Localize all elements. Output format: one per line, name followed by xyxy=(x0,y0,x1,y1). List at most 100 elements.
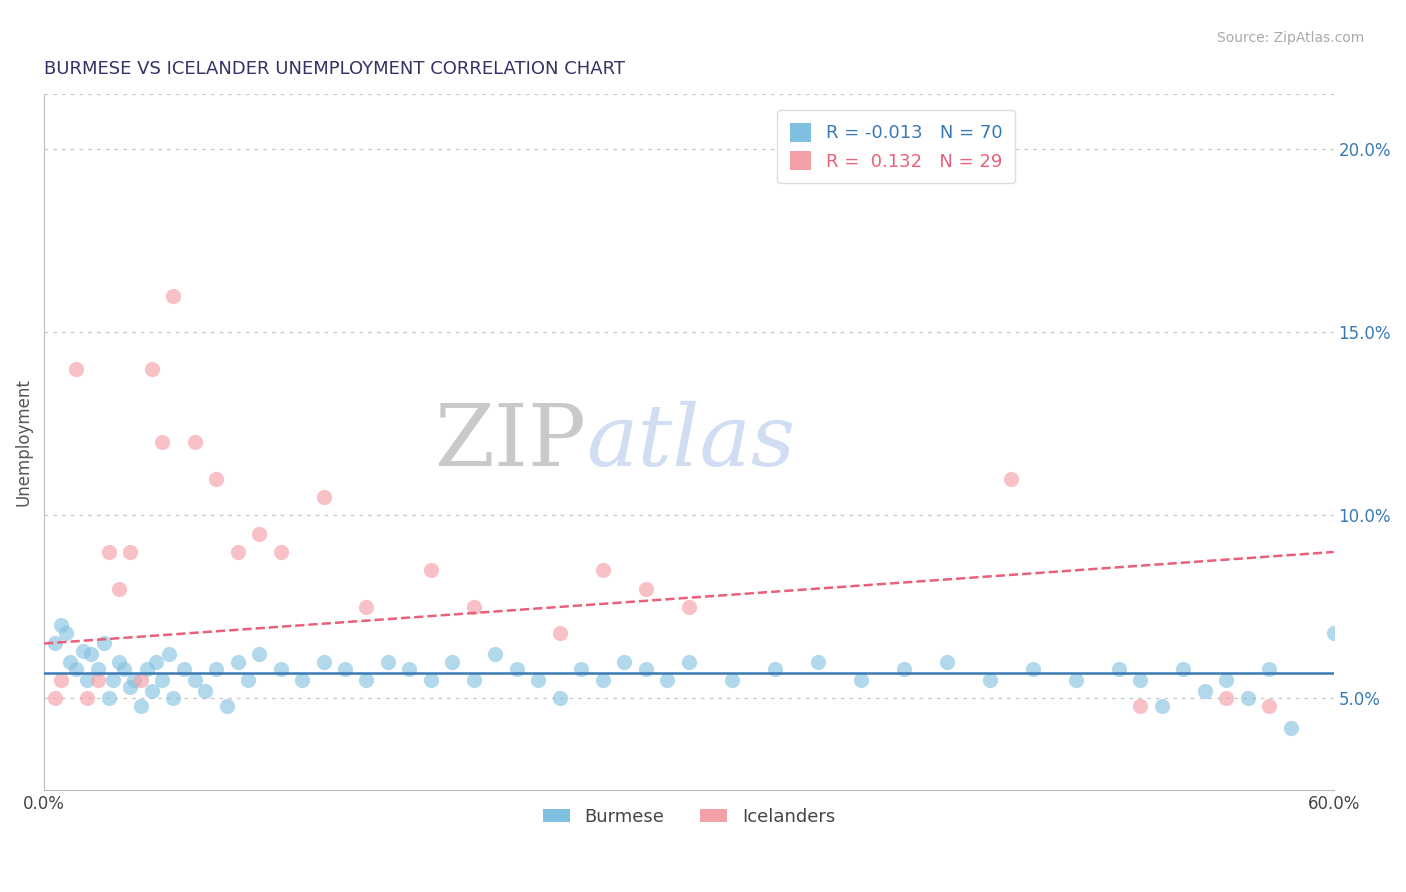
Point xyxy=(398,662,420,676)
Point xyxy=(108,582,131,596)
Point xyxy=(51,618,73,632)
Point xyxy=(247,526,270,541)
Point xyxy=(527,673,550,687)
Point xyxy=(120,681,142,695)
Point xyxy=(108,655,131,669)
Point xyxy=(226,655,249,669)
Point xyxy=(129,698,152,713)
Point xyxy=(377,655,399,669)
Point xyxy=(247,648,270,662)
Point xyxy=(678,599,700,614)
Point xyxy=(506,662,529,676)
Point xyxy=(333,662,356,676)
Point xyxy=(1022,662,1045,676)
Point xyxy=(356,599,378,614)
Point xyxy=(548,625,571,640)
Point xyxy=(1194,684,1216,698)
Point xyxy=(634,582,657,596)
Point xyxy=(205,472,228,486)
Point xyxy=(807,655,830,669)
Point xyxy=(183,673,205,687)
Point xyxy=(592,673,614,687)
Point xyxy=(65,362,87,376)
Point xyxy=(76,691,98,706)
Point xyxy=(270,662,292,676)
Point xyxy=(1215,691,1237,706)
Point xyxy=(312,655,335,669)
Point xyxy=(1108,662,1130,676)
Point xyxy=(150,435,173,450)
Point xyxy=(194,684,217,698)
Point xyxy=(205,662,228,676)
Point xyxy=(238,673,260,687)
Point xyxy=(1000,472,1022,486)
Point xyxy=(183,435,205,450)
Point xyxy=(935,655,957,669)
Point xyxy=(87,673,110,687)
Point xyxy=(145,655,167,669)
Point xyxy=(173,662,195,676)
Point xyxy=(1279,721,1302,735)
Point xyxy=(59,655,82,669)
Point xyxy=(87,662,110,676)
Point xyxy=(101,673,124,687)
Point xyxy=(592,563,614,577)
Text: atlas: atlas xyxy=(586,401,794,483)
Point xyxy=(893,662,915,676)
Point xyxy=(420,673,443,687)
Text: Source: ZipAtlas.com: Source: ZipAtlas.com xyxy=(1216,31,1364,45)
Point xyxy=(44,636,66,650)
Point xyxy=(93,636,115,650)
Point xyxy=(657,673,679,687)
Point xyxy=(613,655,636,669)
Point xyxy=(76,673,98,687)
Point xyxy=(141,362,163,376)
Point xyxy=(721,673,744,687)
Point xyxy=(65,662,87,676)
Text: BURMESE VS ICELANDER UNEMPLOYMENT CORRELATION CHART: BURMESE VS ICELANDER UNEMPLOYMENT CORREL… xyxy=(44,60,626,78)
Point xyxy=(548,691,571,706)
Point xyxy=(484,648,506,662)
Point xyxy=(150,673,173,687)
Point xyxy=(1129,698,1152,713)
Point xyxy=(849,673,872,687)
Point xyxy=(571,662,593,676)
Point xyxy=(979,673,1001,687)
Point xyxy=(215,698,238,713)
Point xyxy=(97,691,120,706)
Y-axis label: Unemployment: Unemployment xyxy=(15,378,32,506)
Point xyxy=(634,662,657,676)
Point xyxy=(1173,662,1195,676)
Point xyxy=(120,545,142,559)
Point xyxy=(356,673,378,687)
Point xyxy=(44,691,66,706)
Point xyxy=(129,673,152,687)
Point xyxy=(124,673,146,687)
Point xyxy=(1258,662,1281,676)
Legend: Burmese, Icelanders: Burmese, Icelanders xyxy=(536,801,842,833)
Point xyxy=(136,662,159,676)
Point xyxy=(97,545,120,559)
Point xyxy=(291,673,314,687)
Point xyxy=(463,599,485,614)
Point xyxy=(1258,698,1281,713)
Point xyxy=(112,662,135,676)
Point xyxy=(463,673,485,687)
Point xyxy=(51,673,73,687)
Point xyxy=(1323,625,1346,640)
Point xyxy=(162,691,184,706)
Text: ZIP: ZIP xyxy=(434,401,586,483)
Point xyxy=(1236,691,1258,706)
Point xyxy=(441,655,464,669)
Point xyxy=(1150,698,1173,713)
Point xyxy=(678,655,700,669)
Point xyxy=(226,545,249,559)
Point xyxy=(157,648,180,662)
Point xyxy=(312,490,335,504)
Point xyxy=(55,625,77,640)
Point xyxy=(80,648,103,662)
Point xyxy=(420,563,443,577)
Point xyxy=(763,662,786,676)
Point xyxy=(270,545,292,559)
Point xyxy=(1215,673,1237,687)
